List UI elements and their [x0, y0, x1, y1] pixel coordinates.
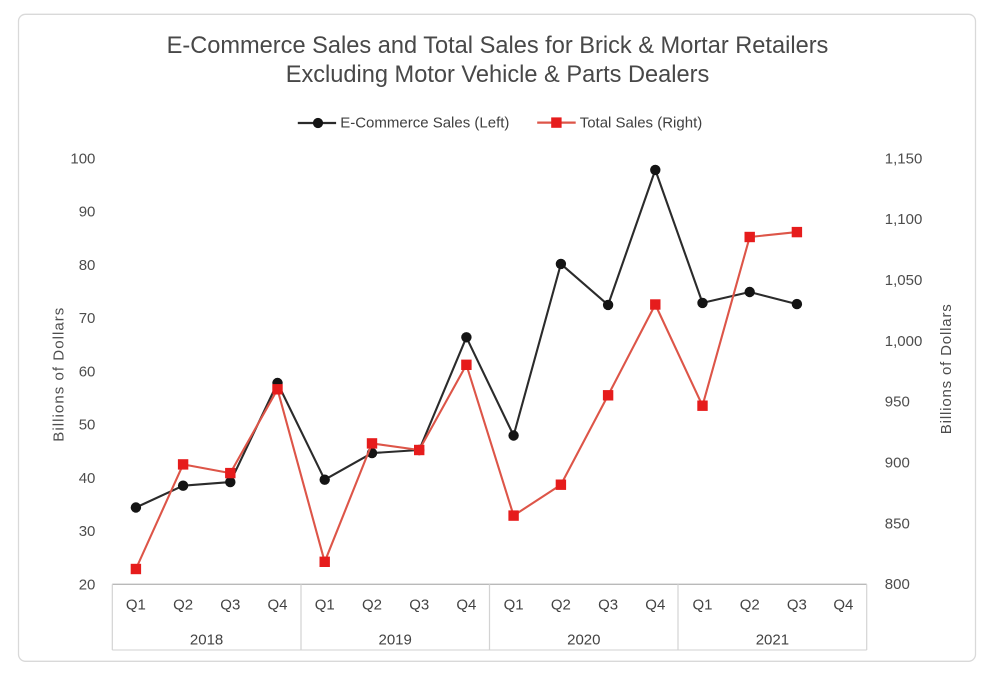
- svg-text:2021: 2021: [756, 631, 789, 648]
- svg-text:800: 800: [885, 576, 910, 593]
- svg-text:E-Commerce Sales (Left): E-Commerce Sales (Left): [340, 115, 509, 132]
- svg-text:40: 40: [79, 470, 96, 487]
- svg-text:Q3: Q3: [220, 596, 240, 613]
- svg-text:50: 50: [79, 417, 96, 434]
- svg-text:Q4: Q4: [645, 596, 665, 613]
- svg-text:Q4: Q4: [833, 596, 853, 613]
- svg-text:Q1: Q1: [126, 596, 146, 613]
- svg-text:Q2: Q2: [551, 596, 571, 613]
- svg-text:Q2: Q2: [173, 596, 193, 613]
- svg-text:Q4: Q4: [456, 596, 476, 613]
- svg-text:60: 60: [79, 363, 96, 380]
- svg-text:Excluding Motor Vehicle & Part: Excluding Motor Vehicle & Parts Dealers: [286, 62, 710, 88]
- svg-text:Billions of Dollars: Billions of Dollars: [938, 304, 955, 434]
- svg-text:1,050: 1,050: [885, 272, 923, 289]
- svg-text:Q4: Q4: [267, 596, 287, 613]
- svg-text:100: 100: [70, 151, 95, 168]
- svg-text:850: 850: [885, 515, 910, 532]
- svg-text:Q3: Q3: [409, 596, 429, 613]
- svg-text:1,000: 1,000: [885, 333, 923, 350]
- svg-text:1,150: 1,150: [885, 150, 923, 167]
- svg-text:30: 30: [79, 523, 96, 540]
- svg-text:Q3: Q3: [787, 596, 807, 613]
- svg-text:Q2: Q2: [740, 596, 760, 613]
- svg-text:Q3: Q3: [598, 596, 618, 613]
- svg-text:90: 90: [79, 204, 96, 221]
- svg-text:2018: 2018: [190, 631, 223, 648]
- svg-text:Q1: Q1: [504, 596, 524, 613]
- svg-text:1,100: 1,100: [885, 211, 923, 228]
- svg-text:Q1: Q1: [315, 596, 335, 613]
- svg-text:Q1: Q1: [692, 596, 712, 613]
- svg-text:Billions of Dollars: Billions of Dollars: [51, 308, 68, 442]
- svg-text:2020: 2020: [567, 631, 600, 648]
- svg-text:80: 80: [79, 257, 96, 274]
- svg-text:Total Sales (Right): Total Sales (Right): [580, 115, 703, 132]
- svg-text:E-Commerce Sales and Total Sal: E-Commerce Sales and Total Sales for Bri…: [167, 33, 829, 59]
- svg-text:20: 20: [79, 576, 96, 593]
- svg-text:70: 70: [79, 310, 96, 327]
- svg-text:900: 900: [885, 455, 910, 472]
- svg-text:2019: 2019: [379, 631, 412, 648]
- svg-text:950: 950: [885, 394, 910, 411]
- svg-text:Q2: Q2: [362, 596, 382, 613]
